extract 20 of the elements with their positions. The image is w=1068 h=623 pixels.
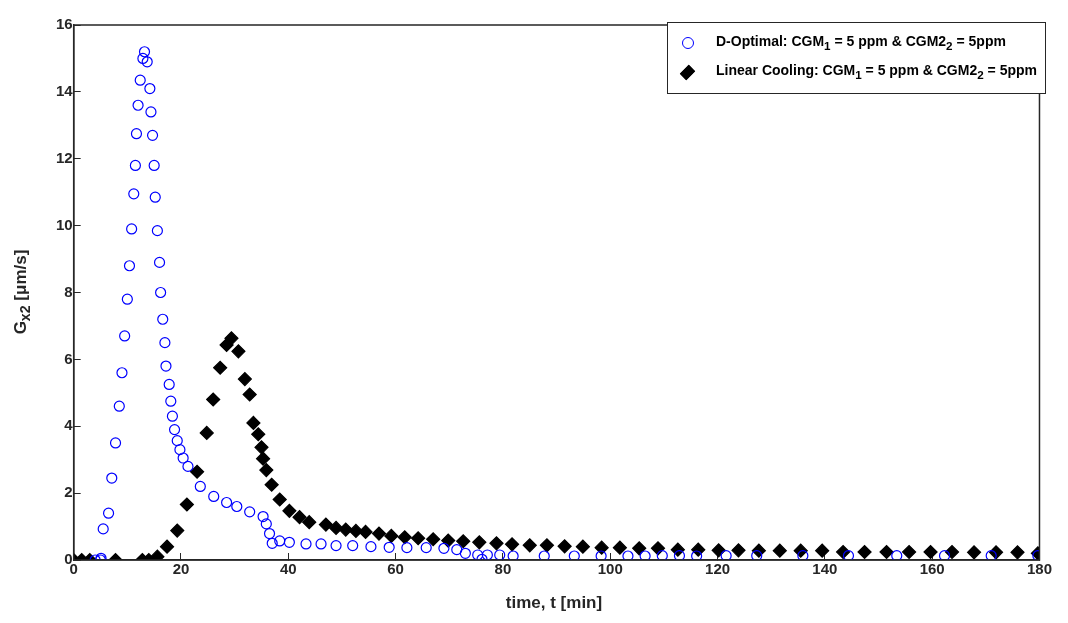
y-tick-label: 6: [64, 349, 73, 367]
legend-label: Linear Cooling: CGM$_{1}$ = 5 ppm & CGM2$_{2}$ = 5ppm: [715, 60, 1037, 83]
y-tick-label: 2: [64, 483, 73, 501]
y-tick-label: 8: [64, 282, 73, 300]
x-tick-label: 100: [597, 560, 623, 578]
y-tick-label: 4: [64, 416, 74, 434]
x-tick-label: 180: [1026, 560, 1052, 578]
x-tick-label: 80: [494, 560, 512, 578]
y-tick-label: 10: [56, 215, 73, 233]
y-tick-label: 16: [56, 15, 73, 33]
x-tick-label: 60: [387, 560, 404, 578]
y-tick-label: 14: [56, 82, 74, 100]
x-axis-title: time, t [min]: [504, 593, 604, 613]
x-tick-label: 40: [279, 560, 297, 578]
x-tick-label: 140: [812, 560, 838, 578]
y-tick-label: 12: [56, 148, 73, 166]
x-tick-label: 120: [705, 560, 731, 578]
legend-label: D-Optimal: CGM$_{1}$ = 5 ppm & CGM2$_{2}$ = 5ppm: [715, 32, 1006, 54]
x-tick-label: 160: [919, 560, 945, 578]
x-tick-label: 20: [172, 560, 190, 578]
